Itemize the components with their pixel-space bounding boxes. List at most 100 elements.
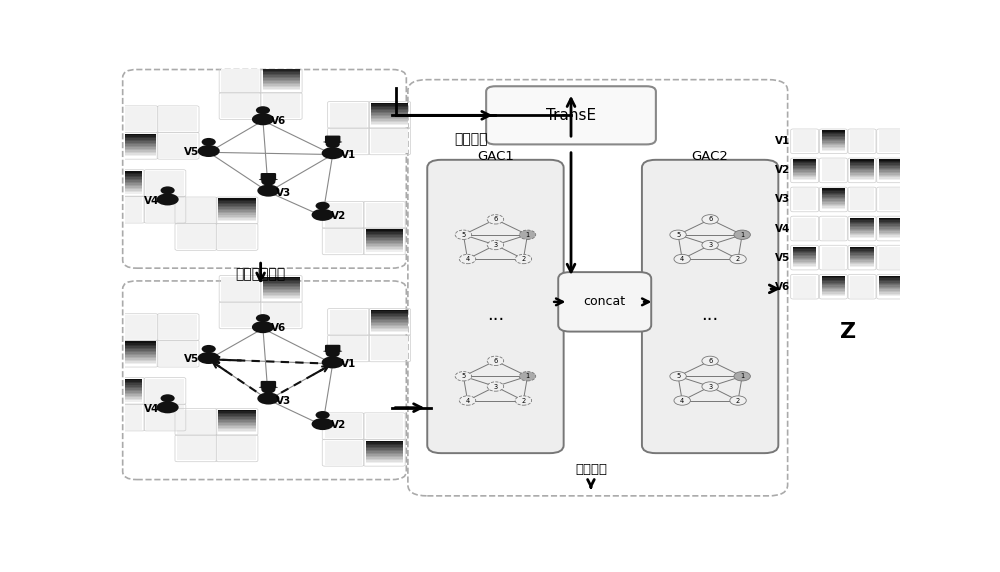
Bar <box>373 129 376 153</box>
Bar <box>105 180 142 182</box>
Bar <box>190 341 192 366</box>
Bar <box>825 217 826 240</box>
Bar <box>365 310 367 334</box>
Bar <box>105 397 142 399</box>
Bar <box>879 281 902 283</box>
Bar <box>339 440 341 465</box>
Bar <box>371 336 373 360</box>
Bar <box>210 198 212 223</box>
Bar <box>813 276 815 297</box>
Bar <box>858 188 859 210</box>
Bar <box>897 188 898 210</box>
Bar <box>270 303 272 327</box>
Bar <box>118 353 156 355</box>
Bar <box>366 456 403 457</box>
Bar <box>850 173 874 174</box>
Bar <box>293 303 295 327</box>
Bar <box>822 204 845 205</box>
Bar <box>802 276 803 297</box>
Bar <box>378 129 380 153</box>
Bar <box>371 316 408 317</box>
Bar <box>894 247 895 269</box>
Bar <box>897 247 898 269</box>
Bar <box>327 414 329 438</box>
Bar <box>245 303 247 327</box>
Bar <box>218 218 256 220</box>
Bar <box>201 225 203 249</box>
Bar <box>350 202 352 227</box>
Bar <box>335 336 337 360</box>
Bar <box>126 406 128 430</box>
Bar <box>118 135 156 137</box>
Bar <box>232 436 235 460</box>
Bar <box>118 146 156 147</box>
Bar <box>337 103 339 127</box>
Bar <box>879 219 902 220</box>
Bar <box>793 276 795 297</box>
Bar <box>341 440 343 465</box>
Bar <box>366 459 403 460</box>
Bar <box>397 336 399 360</box>
Bar <box>861 188 862 210</box>
Bar <box>192 134 194 158</box>
Bar <box>822 283 845 284</box>
Bar <box>253 225 256 249</box>
Bar <box>332 202 334 227</box>
Bar <box>855 276 856 297</box>
Bar <box>371 311 408 313</box>
Text: 5: 5 <box>676 232 680 238</box>
Bar <box>793 170 816 172</box>
Bar <box>128 315 130 339</box>
Bar <box>335 129 337 153</box>
Bar <box>179 379 181 403</box>
Bar <box>822 136 845 137</box>
Bar <box>869 130 871 152</box>
Bar <box>366 241 403 243</box>
Bar <box>793 162 816 164</box>
Bar <box>180 410 182 434</box>
Bar <box>139 107 142 132</box>
Ellipse shape <box>257 185 279 197</box>
Bar <box>366 462 403 463</box>
Bar <box>806 130 808 152</box>
Bar <box>160 197 163 222</box>
Bar <box>850 164 874 165</box>
Bar <box>800 217 802 240</box>
Bar <box>198 198 201 223</box>
Bar <box>396 414 398 438</box>
Bar <box>177 436 180 460</box>
Ellipse shape <box>157 193 179 205</box>
Bar <box>865 276 866 297</box>
Bar <box>167 379 170 403</box>
Text: 迁移学习: 迁移学习 <box>454 133 488 146</box>
Bar <box>830 160 832 181</box>
Text: V2: V2 <box>775 165 790 176</box>
Ellipse shape <box>312 209 334 221</box>
Bar <box>350 440 352 465</box>
Bar <box>162 107 164 132</box>
Ellipse shape <box>157 402 179 414</box>
Bar <box>348 440 350 465</box>
Bar <box>356 310 358 334</box>
Bar <box>850 233 874 234</box>
Bar <box>879 220 902 221</box>
Bar <box>263 298 300 300</box>
Bar <box>174 171 177 195</box>
Bar <box>177 171 179 195</box>
Bar <box>218 411 256 413</box>
Bar <box>149 171 151 195</box>
Bar <box>336 229 339 253</box>
Bar <box>118 107 121 132</box>
Bar <box>802 188 803 210</box>
Bar <box>822 247 823 269</box>
Bar <box>342 336 344 360</box>
Bar <box>366 243 403 244</box>
Text: 6: 6 <box>708 216 712 223</box>
Bar <box>256 94 259 118</box>
Bar <box>156 379 158 403</box>
Bar <box>826 160 828 181</box>
Bar <box>176 107 178 132</box>
Bar <box>376 336 378 360</box>
Bar <box>233 303 235 327</box>
Bar <box>366 450 403 451</box>
